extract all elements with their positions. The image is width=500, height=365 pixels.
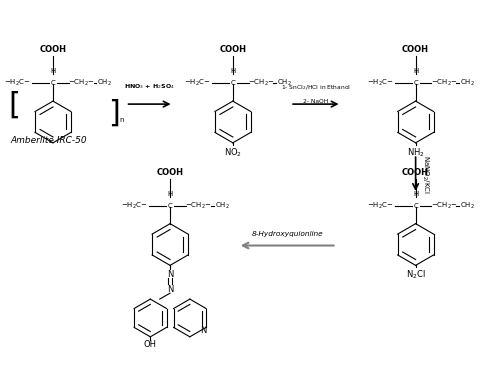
Text: $-$CH$_2$$-$: $-$CH$_2$$-$ — [248, 78, 274, 88]
Text: C: C — [168, 203, 172, 209]
Text: COOH: COOH — [40, 46, 66, 54]
Text: [: [ — [8, 91, 20, 120]
Text: $-$CH$_2$$-$: $-$CH$_2$$-$ — [68, 78, 95, 88]
Text: H: H — [230, 68, 235, 74]
Text: $-$H$_2$C$-$: $-$H$_2$C$-$ — [367, 78, 394, 88]
Text: C: C — [230, 80, 235, 86]
Text: $-$H$_2$C$-$: $-$H$_2$C$-$ — [121, 201, 148, 211]
Text: CH$_2$: CH$_2$ — [460, 78, 475, 88]
Text: ]: ] — [108, 99, 120, 127]
Text: CH$_2$: CH$_2$ — [460, 201, 475, 211]
Text: COOH: COOH — [220, 46, 246, 54]
Text: $-$CH$_2$$-$: $-$CH$_2$$-$ — [186, 201, 212, 211]
Text: CH$_2$: CH$_2$ — [278, 78, 292, 88]
Text: H: H — [413, 68, 418, 74]
Text: N: N — [167, 285, 173, 294]
Text: NO$_2$: NO$_2$ — [224, 146, 242, 159]
Text: N$_2$Cl: N$_2$Cl — [406, 269, 425, 281]
Text: $-$H$_2$C$-$: $-$H$_2$C$-$ — [4, 78, 30, 88]
Text: COOH: COOH — [402, 46, 429, 54]
Text: NH$_2$: NH$_2$ — [407, 146, 424, 159]
Text: N: N — [200, 326, 207, 335]
Text: $-$CH$_2$$-$: $-$CH$_2$$-$ — [431, 78, 458, 88]
Text: C: C — [413, 80, 418, 86]
Text: H: H — [413, 191, 418, 197]
Text: $-$H$_2$C$-$: $-$H$_2$C$-$ — [367, 201, 394, 211]
Text: 1- SnCl$_2$/HCl in Ethanol: 1- SnCl$_2$/HCl in Ethanol — [281, 83, 351, 92]
Text: CH$_2$: CH$_2$ — [214, 201, 230, 211]
Text: Amberlite IRC-50: Amberlite IRC-50 — [10, 136, 87, 145]
Text: 2- NaOH: 2- NaOH — [303, 99, 328, 104]
Text: COOH: COOH — [156, 168, 184, 177]
Text: H: H — [168, 191, 172, 197]
Text: C: C — [413, 203, 418, 209]
Text: NaNO$_2$/KCl: NaNO$_2$/KCl — [420, 155, 430, 193]
Text: C: C — [50, 80, 56, 86]
Text: HNO$_3$ + H$_2$SO$_4$: HNO$_3$ + H$_2$SO$_4$ — [124, 82, 175, 91]
Text: $-$H$_2$C$-$: $-$H$_2$C$-$ — [184, 78, 210, 88]
Text: CH$_2$: CH$_2$ — [98, 78, 112, 88]
Text: H: H — [50, 68, 56, 74]
Text: n: n — [119, 118, 124, 123]
Text: 8-Hydroxyquionline: 8-Hydroxyquionline — [252, 231, 323, 237]
Text: COOH: COOH — [402, 168, 429, 177]
Text: OH: OH — [144, 340, 157, 349]
Text: $-$CH$_2$$-$: $-$CH$_2$$-$ — [431, 201, 458, 211]
Text: N: N — [167, 270, 173, 279]
